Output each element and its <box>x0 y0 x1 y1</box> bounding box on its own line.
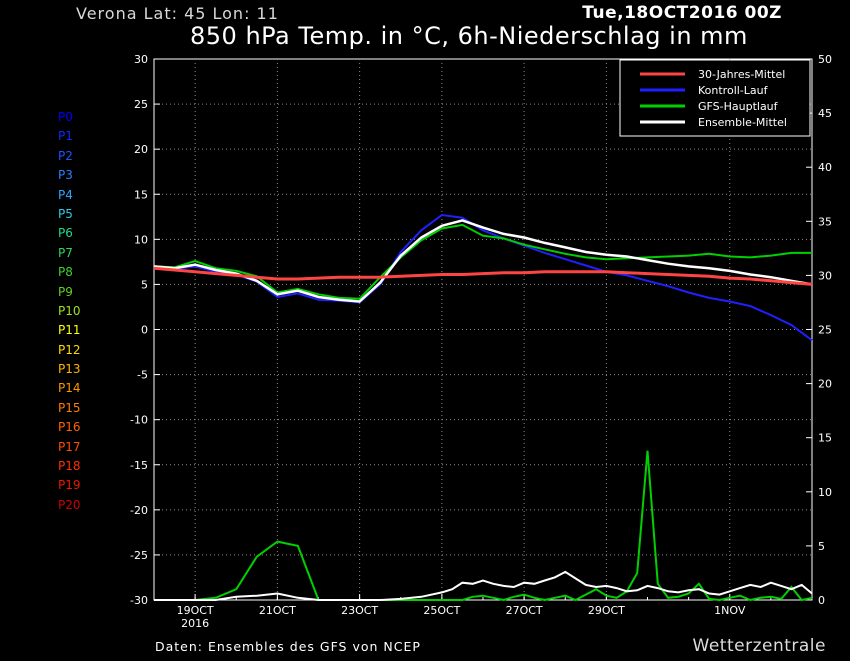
y-right-tick-label: 25 <box>818 324 832 337</box>
y-right-tick-label: 15 <box>818 432 832 445</box>
y-axis-labels: 302520151050-5-10-15-20-25-3050454035302… <box>130 53 832 607</box>
y-right-tick-label: 35 <box>818 215 832 228</box>
y-left-tick-label: -30 <box>130 594 148 607</box>
member-label: P20 <box>58 497 81 512</box>
temp-gfs-line <box>153 223 812 300</box>
y-right-tick-label: 0 <box>818 594 825 607</box>
y-left-tick-label: 25 <box>134 98 148 111</box>
legend: 30-Jahres-Mittel Kontroll-Lauf GFS-Hauptla… <box>619 59 811 137</box>
member-label: P3 <box>58 168 73 183</box>
x-tick-label: 19OCT <box>177 604 214 617</box>
location-label: Verona Lat: 45 Lon: 11 <box>76 4 279 23</box>
y-right-tick-label: 5 <box>818 540 825 553</box>
x-tick-sublabel: 2016 <box>181 617 209 630</box>
temp-ensemble-mean-line <box>153 219 813 303</box>
grid-lines <box>154 59 812 600</box>
brand-logo: Wetterzentrale <box>692 636 826 656</box>
y-right-tick-label: 50 <box>818 53 832 66</box>
member-label: P19 <box>58 478 81 493</box>
y-left-tick-label: 20 <box>134 143 148 156</box>
run-date: Tue,18OCT2016 00Z <box>582 3 782 23</box>
member-label: P17 <box>58 439 81 454</box>
temperature-series <box>153 213 813 342</box>
temp-climate-line <box>153 266 813 286</box>
y-left-tick-label: -20 <box>130 504 148 517</box>
y-left-tick-label: 10 <box>134 233 148 246</box>
member-label: P7 <box>58 245 73 260</box>
y-right-tick-label: 45 <box>818 107 832 120</box>
y-left-tick-label: -10 <box>130 414 148 427</box>
x-tick-label: 25OCT <box>423 604 460 617</box>
member-label: P1 <box>58 129 73 144</box>
data-credit: Daten: Ensembles des GFS von NCEP <box>155 639 421 654</box>
y-left-tick-label: 15 <box>134 188 148 201</box>
precip-ensemble-mean-line <box>154 570 813 601</box>
legend-label: Kontroll-Lauf <box>698 84 769 97</box>
member-list: P0 P1 P2 P3 P4 P5 P6 P7 P8 P9 P10 P11 P12 P13 P14 P15 P1… <box>58 108 81 515</box>
member-label: P0 <box>58 110 73 124</box>
member-label: P13 <box>58 362 81 377</box>
y-left-tick-label: 5 <box>141 278 148 291</box>
member-label: P11 <box>58 323 81 338</box>
y-left-tick-label: -15 <box>130 459 148 472</box>
x-tick-label: 29OCT <box>588 604 625 617</box>
y-left-tick-label: -25 <box>130 549 148 562</box>
member-label: P16 <box>58 420 81 435</box>
legend-label: GFS-Hauptlauf <box>698 100 779 113</box>
precipitation-series <box>154 450 813 602</box>
member-label: P2 <box>58 148 73 163</box>
legend-label: Ensemble-Mittel <box>698 116 787 129</box>
y-right-tick-label: 20 <box>818 378 832 391</box>
member-label: P14 <box>58 381 81 396</box>
member-label: P15 <box>58 400 81 415</box>
precip-gfs-line <box>154 450 813 602</box>
member-label: P18 <box>58 459 81 474</box>
y-right-tick-label: 40 <box>818 161 832 174</box>
y-left-tick-label: 30 <box>134 53 148 66</box>
x-tick-label: 1NOV <box>714 604 746 617</box>
chart-title: 850 hPa Temp. in °C, 6h-Niederschlag in … <box>190 22 748 50</box>
x-tick-label: 27OCT <box>506 604 543 617</box>
member-label: P8 <box>58 265 73 280</box>
y-right-tick-label: 30 <box>818 269 832 282</box>
x-tick-label: 21OCT <box>259 604 296 617</box>
member-label: P12 <box>58 342 81 357</box>
member-label: P10 <box>58 303 81 318</box>
member-label: P9 <box>58 284 73 299</box>
y-left-tick-label: -5 <box>137 369 148 382</box>
y-left-tick-label: 0 <box>141 324 148 337</box>
member-label: P6 <box>58 226 73 241</box>
temp-control-line <box>153 213 813 342</box>
member-label: P5 <box>58 206 73 221</box>
x-tick-label: 23OCT <box>341 604 378 617</box>
legend-label: 30-Jahres-Mittel <box>698 68 785 81</box>
member-label: P4 <box>58 187 73 202</box>
y-right-tick-label: 10 <box>818 486 832 499</box>
